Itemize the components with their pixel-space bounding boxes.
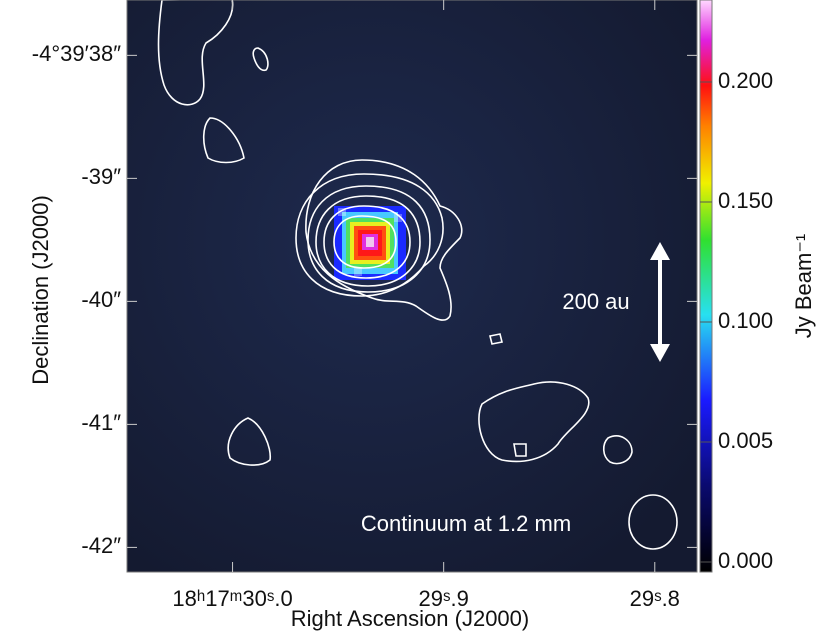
colorbar-tick-label: 0.150	[718, 188, 773, 213]
x-tick-label: 29ˢ.8	[630, 586, 680, 611]
y-tick-label: -39″	[81, 164, 121, 189]
colorbar-tick-label: 0.200	[718, 68, 773, 93]
image	[127, 0, 697, 572]
colorbar-tick-label: 0.005	[718, 428, 773, 453]
colorbar-tick-label: 0.000	[718, 548, 773, 573]
y-tick-label: -40″	[81, 287, 121, 312]
beam	[628, 494, 678, 550]
x-axis-label: Right Ascension (J2000)	[291, 606, 529, 631]
y-tick-label: -41″	[81, 410, 121, 435]
colorbar-label: Jy Beam⁻¹	[791, 234, 816, 339]
colorbar	[699, 0, 713, 573]
scale-label: 200 au	[562, 289, 629, 314]
x-tick-label: 18ʰ17ᵐ30ˢ.0	[172, 586, 292, 611]
y-tick-label: -4°39′38″	[32, 41, 121, 66]
image-label: Continuum at 1.2 mm	[361, 511, 571, 536]
contours	[157, 0, 633, 466]
plot-frame	[126, 0, 698, 573]
y-tick-label: -42″	[81, 533, 121, 558]
scale-bar	[650, 242, 670, 362]
y-axis-label: Declination (J2000)	[28, 195, 53, 385]
colorbar-tick-label: 0.100	[718, 308, 773, 333]
x-tick-label: 29ˢ.9	[419, 586, 469, 611]
